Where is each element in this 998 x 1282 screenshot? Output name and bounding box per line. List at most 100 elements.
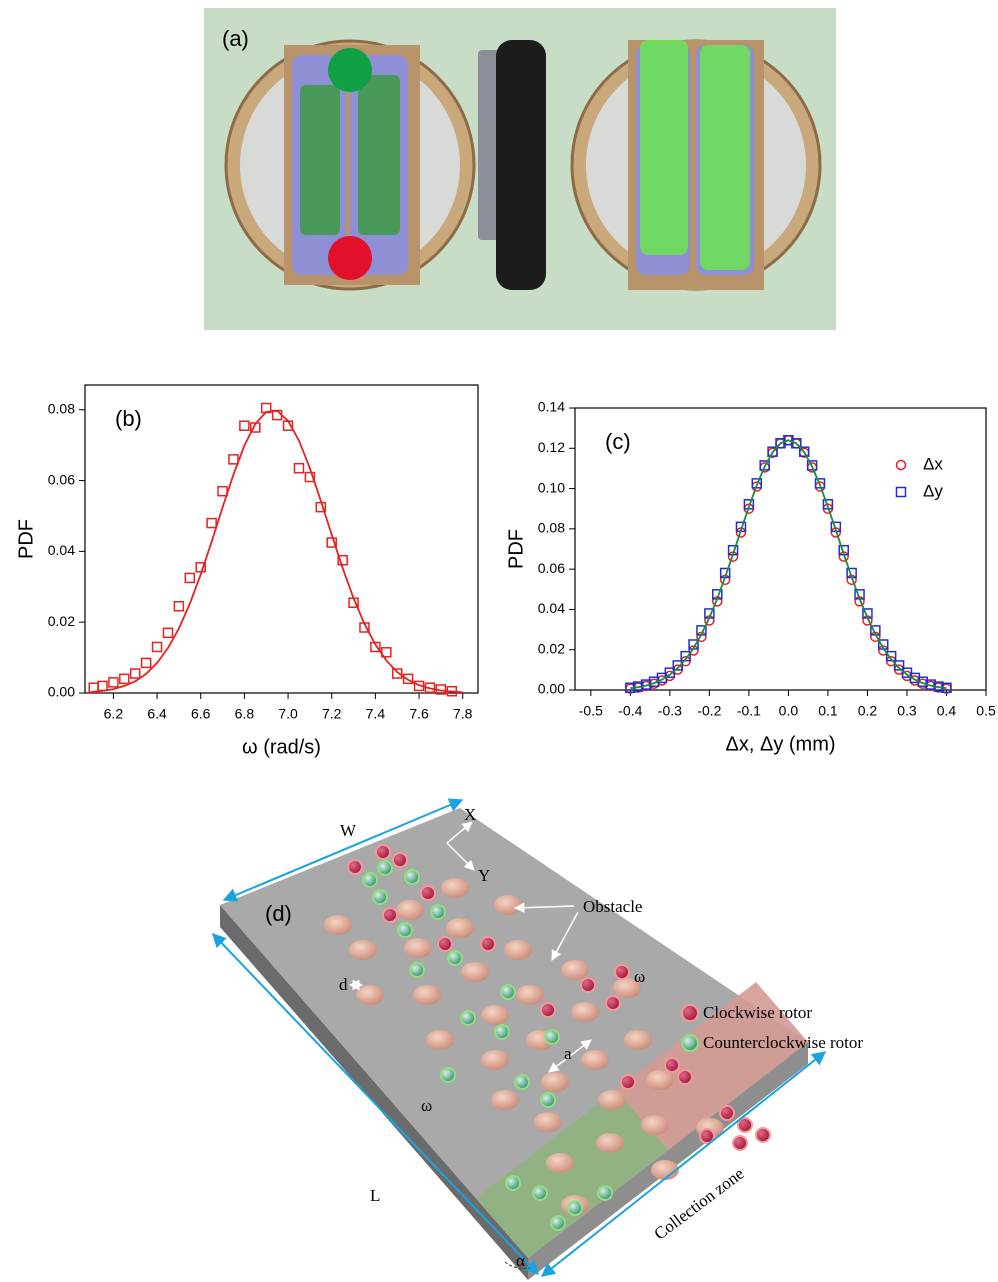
ccw-rotor	[495, 1025, 509, 1039]
data-point	[207, 519, 216, 528]
x-tick-label: 7.0	[278, 706, 298, 722]
y-tick-label: 0.04	[538, 600, 565, 616]
obstacle	[641, 1115, 669, 1135]
obstacle	[481, 1050, 509, 1070]
x-tick-label: -0.2	[697, 703, 721, 719]
ccw-rotor	[398, 923, 412, 937]
obstacle	[581, 1050, 609, 1070]
obstacle	[491, 1090, 519, 1110]
label: ω	[421, 1096, 432, 1115]
x-tick-label: 0.5	[976, 703, 996, 719]
red-marker	[328, 236, 372, 280]
x-tick-label: -0.4	[618, 703, 642, 719]
x-tick-label: 0.1	[818, 703, 838, 719]
ccw-rotor	[551, 1216, 565, 1230]
cw-rotor	[756, 1128, 770, 1142]
ccw-rotor	[431, 905, 445, 919]
y-axis-label: PDF	[15, 519, 37, 559]
body: (a) (d) W L X Y Obstacle d a ω ω α Clock…	[0, 0, 998, 1282]
y-tick-label: 0.14	[538, 399, 565, 415]
data-point	[120, 674, 129, 683]
x-tick-label: -0.1	[737, 703, 761, 719]
cw-rotor	[348, 860, 362, 874]
figure: (a) (d) W L X Y Obstacle d a ω ω α Clock…	[0, 0, 998, 1282]
label: α	[516, 1251, 525, 1270]
circuit	[358, 75, 400, 235]
photo: (a)	[204, 8, 836, 330]
panel-label: (d)	[265, 901, 292, 926]
obstacle	[561, 960, 589, 980]
legend-marker	[682, 1035, 698, 1051]
obstacle	[646, 1070, 674, 1090]
x-tick-label: 6.8	[235, 706, 255, 722]
label: L	[370, 1186, 380, 1205]
diagram: (d) W L X Y Obstacle d a ω ω α Clockwise…	[213, 800, 863, 1280]
green-marker	[328, 48, 372, 92]
data-point	[229, 455, 238, 464]
obstacle	[481, 1005, 509, 1025]
cw-rotor	[581, 978, 595, 992]
x-tick-label: -0.3	[658, 703, 682, 719]
label: ω	[634, 967, 645, 986]
x-tick-label: 6.4	[147, 706, 167, 722]
label: d	[339, 975, 348, 994]
panel-label: (c)	[605, 429, 631, 454]
obstacle	[441, 878, 469, 898]
x-tick-label: 7.2	[322, 706, 342, 722]
x-tick-label: 7.4	[366, 706, 386, 722]
y-tick-label: 0.10	[538, 479, 565, 495]
x-axis-label: ω (rad/s)	[242, 736, 321, 758]
cw-rotor	[720, 1106, 734, 1120]
legend-label: Counterclockwise rotor	[703, 1033, 863, 1052]
obstacle	[571, 1002, 599, 1022]
ccw-rotor	[410, 963, 424, 977]
legend-marker	[897, 461, 906, 470]
data-point	[163, 628, 172, 637]
ccw-rotor	[501, 985, 515, 999]
x-tick-label: 0.3	[897, 703, 917, 719]
obstacle	[596, 1133, 624, 1153]
ccw-rotor	[363, 873, 377, 887]
ccw-rotor	[378, 861, 392, 875]
fit-line	[92, 411, 463, 692]
y-tick-label: 0.08	[48, 400, 75, 416]
obstacle	[624, 1030, 652, 1050]
obstacle	[324, 915, 352, 935]
x-tick-label: 0.2	[858, 703, 878, 719]
data-point	[294, 464, 303, 473]
shell	[640, 40, 688, 255]
y-tick-label: 0.12	[538, 439, 565, 455]
label: a	[564, 1044, 572, 1063]
y-tick-label: 0.06	[538, 560, 565, 576]
label: Y	[478, 866, 490, 885]
data-point	[109, 678, 118, 687]
data-point	[153, 642, 162, 651]
obstacle	[504, 940, 532, 960]
data-point	[131, 669, 140, 678]
ccw-rotor	[448, 951, 462, 965]
x-tick-label: 6.6	[191, 706, 211, 722]
obstacle	[534, 1112, 562, 1132]
wheel-rim	[496, 40, 546, 290]
ccw-rotor	[598, 1186, 612, 1200]
obstacle	[426, 1030, 454, 1050]
data-point	[240, 421, 249, 430]
panel-label: (b)	[115, 406, 142, 431]
y-tick-label: 0.00	[538, 681, 565, 697]
ccw-rotor	[373, 890, 387, 904]
x-tick-label: 7.8	[453, 706, 473, 722]
y-tick-label: 0.08	[538, 520, 565, 536]
plot-frame	[85, 385, 478, 693]
ccw-rotor	[568, 1201, 582, 1215]
obstacle	[446, 918, 474, 938]
cw-rotor	[421, 886, 435, 900]
cw-rotor	[383, 908, 397, 922]
legend-label: Δx	[923, 454, 943, 473]
cw-rotor	[621, 1075, 635, 1089]
circuit	[300, 85, 340, 235]
cw-rotor	[541, 1003, 555, 1017]
y-tick-label: 0.04	[48, 542, 75, 558]
y-tick-label: 0.06	[48, 471, 75, 487]
obstacle	[356, 985, 384, 1005]
ccw-rotor	[441, 1068, 455, 1082]
